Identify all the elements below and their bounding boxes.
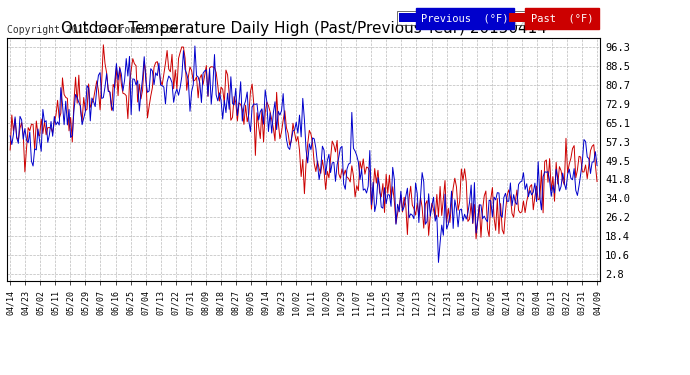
Text: Copyright 2015 Cartronics.com: Copyright 2015 Cartronics.com [7, 25, 177, 35]
Title: Outdoor Temperature Daily High (Past/Previous Year) 20150414: Outdoor Temperature Daily High (Past/Pre… [61, 21, 546, 36]
Legend: Previous  (°F), Past  (°F): Previous (°F), Past (°F) [397, 11, 595, 25]
